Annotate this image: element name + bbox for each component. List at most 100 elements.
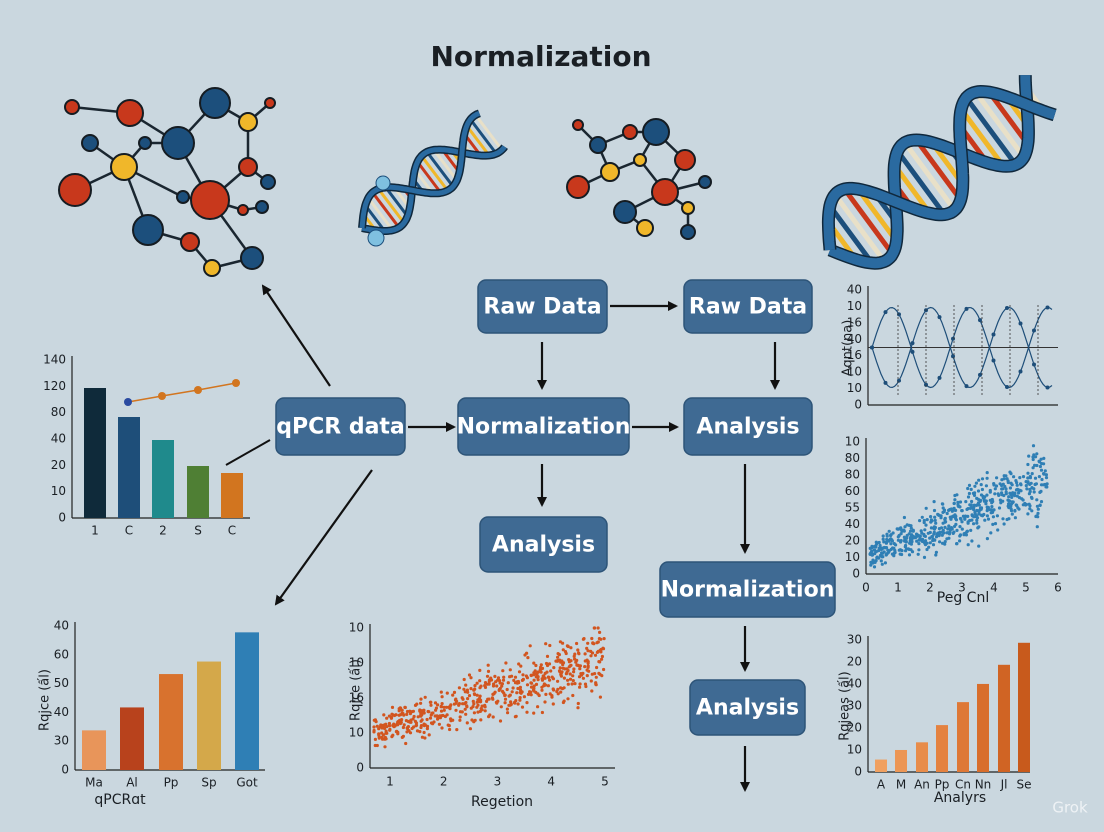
scatter-dot [974,503,979,507]
scatter-dot [1038,464,1042,469]
scatter-dot [466,697,470,701]
base-pair [914,138,963,202]
scatter-dot [522,695,527,699]
flow-box-label: Raw Data [483,295,601,320]
scatter-dot [985,537,990,541]
scatter-dot [583,665,587,669]
atom [651,178,679,206]
scatter-dot [383,735,387,739]
scatter-dot [556,679,560,683]
y-tick-label: 40 [54,705,69,719]
scatter-dot [509,700,513,704]
scatter-dot [418,709,422,713]
scatter-dot [902,515,907,520]
scatter-dot [576,706,580,710]
atom [110,153,138,181]
scatter-dot [389,716,393,720]
atom [260,174,276,190]
scatter-dot [984,502,988,506]
scatter-dot [1021,475,1026,479]
scatter-dot [970,499,974,504]
scatter-dot [892,551,896,555]
scatter-dot [909,534,914,538]
scatter-dot [940,530,944,534]
scatter-dot [462,677,466,682]
scatter-dot [1027,492,1031,496]
scatter-dot [600,674,604,678]
scatter-dot [1031,444,1036,448]
scatter-dot [909,524,913,528]
scatter-dot [540,688,544,692]
scatter-dot [898,552,902,556]
scatter-dot [940,533,944,537]
scatter-dot [985,514,990,518]
scatter-dot [964,500,968,504]
y-tick-label: 80 [51,405,66,419]
scatter-dot [1026,462,1030,467]
scatter-dot [999,501,1003,505]
scatter-dot [1036,511,1040,515]
bar [957,702,969,772]
scatter-dot [544,692,548,697]
scatter-dot [454,708,458,712]
scatter-dot [920,537,925,541]
scatter-dot [1000,487,1004,491]
scatter-dot [422,711,426,715]
scatter-dot [601,646,605,650]
scatter-dot [398,713,403,717]
scatter-dot [439,709,444,713]
scatter-dot [529,673,533,677]
scatter-dot [558,640,563,644]
scatter-dot [491,715,495,719]
scatter-dot [1007,506,1011,510]
scatter-dot [445,691,449,695]
bar [895,749,907,772]
scatter-dot [590,672,594,676]
scatter-dot [532,711,536,715]
scatter-dot [596,626,600,630]
scatter-dot [438,714,442,718]
y-tick-label: 140 [43,353,66,367]
scatter-dot [485,699,489,704]
flow-box-label: Analysis [492,533,595,558]
base-pair [973,90,1026,159]
scatter-dot [397,707,401,711]
scatter-dot [572,654,576,659]
scatter-dot [990,505,994,509]
scatter-dot [984,484,989,488]
scatter-dot [1028,474,1032,479]
title: Normalization [430,40,651,73]
y-tick-label: 10 [845,550,860,564]
scatter-dot [1035,504,1039,508]
trend-point [158,392,166,400]
scatter-dot [1026,512,1030,516]
category-label: M [896,778,906,792]
scatter-dot [905,523,909,527]
flow-box [689,679,806,736]
scatter-dot [985,507,990,512]
scatter-dot [560,687,565,691]
scatter-dot [969,487,973,491]
scatter-dot [464,712,468,716]
scatter-dot [1005,477,1009,481]
scatter-dot [598,648,602,652]
scatter-dot [394,713,398,717]
scatter-dot [536,705,540,709]
scatter-dot [1027,454,1031,458]
scatter-dot [483,681,488,685]
category-label: 2 [159,524,167,538]
scatter-dot [391,713,395,717]
scatter-dot [465,721,469,725]
scatter-dot [468,727,472,731]
x-tick-label: 2 [440,775,448,789]
bar [187,466,209,518]
scatter-dot [546,684,551,688]
scatter-dot [958,525,962,529]
scatter-dot [571,693,575,698]
scatter-dot [960,527,964,531]
x-tick-label: 5 [601,775,609,789]
scatter-dot [982,499,987,503]
y-tick-label: 0 [61,763,69,777]
scatter-dot [532,684,536,688]
y-tick-label: 10 [349,656,364,670]
